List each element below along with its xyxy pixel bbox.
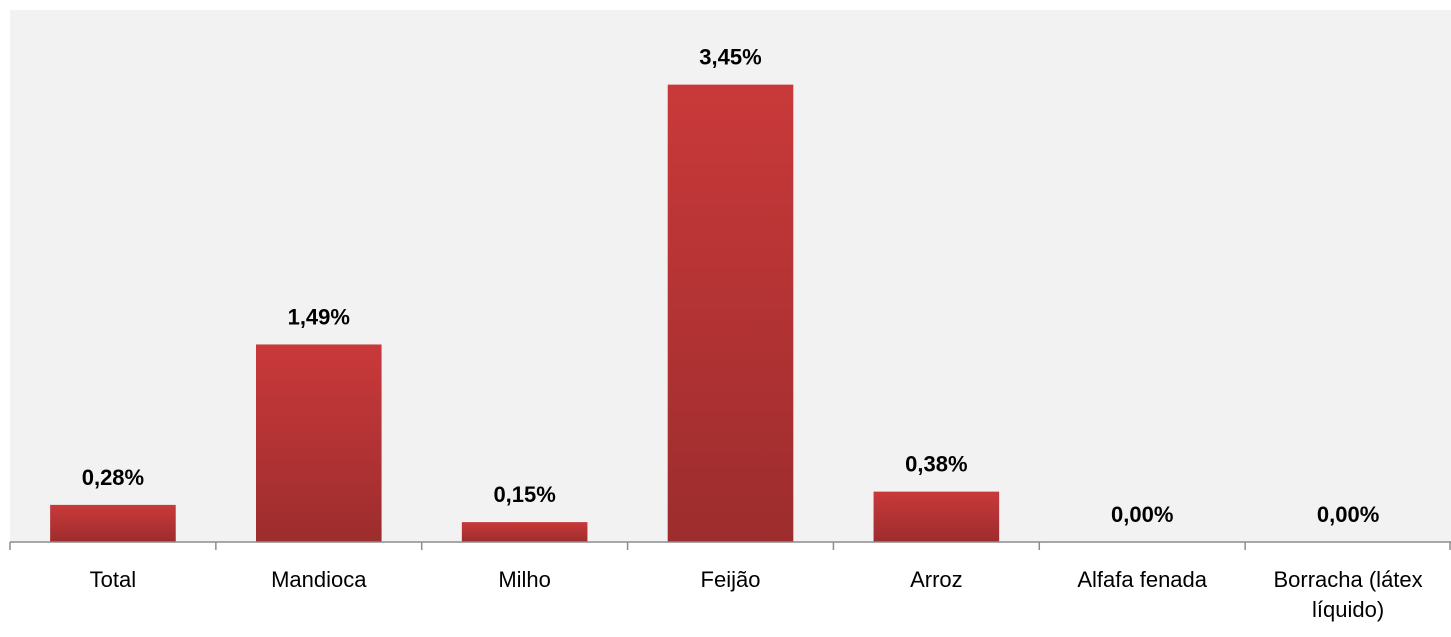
- value-label: 0,38%: [905, 452, 967, 477]
- value-label: 0,28%: [82, 465, 144, 490]
- x-tick-label: Mandioca: [271, 567, 367, 592]
- x-tick-label: Borracha (látex líquido): [1273, 567, 1423, 622]
- value-label: 3,45%: [699, 45, 761, 70]
- bar-shade: [667, 84, 794, 542]
- bar-shade: [255, 344, 382, 542]
- value-label: 0,00%: [1111, 502, 1173, 527]
- x-tick-label: Feijão: [700, 567, 761, 592]
- x-tick-label: Alfafa fenada: [1077, 567, 1208, 592]
- bar-shade: [461, 522, 588, 542]
- value-label: 1,49%: [288, 304, 350, 329]
- value-label: 0,00%: [1317, 502, 1379, 527]
- value-label: 0,15%: [493, 482, 555, 507]
- bar-shade: [50, 504, 176, 542]
- x-tick-label: Milho: [498, 567, 551, 592]
- x-tick-label: Total: [89, 567, 137, 592]
- x-tick-label: Arroz: [910, 567, 963, 592]
- bar-shade: [873, 491, 1000, 542]
